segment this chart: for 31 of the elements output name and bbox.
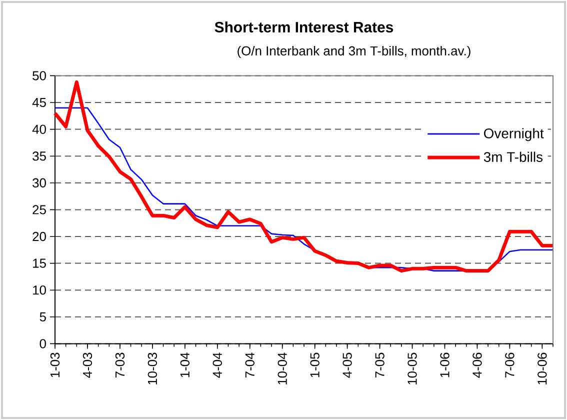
y-tick-label: 20 xyxy=(32,232,46,242)
x-tick-label: 4-03 xyxy=(82,352,92,378)
x-tick-label: 7-06 xyxy=(505,352,514,378)
y-tick-label: 25 xyxy=(32,205,46,214)
y-tick-label: 50 xyxy=(32,71,46,80)
x-tick-label: 10-06 xyxy=(538,352,547,384)
x-tick-label: 4-04 xyxy=(212,352,222,378)
x-tick-label: 10-03 xyxy=(148,352,158,384)
x-tick-label: 10-05 xyxy=(408,352,417,384)
y-tick-label: 30 xyxy=(32,178,46,188)
x-tick-label: 10-04 xyxy=(278,352,287,384)
chart-title: Short-term Interest Rates xyxy=(214,22,394,32)
y-tick-label: 10 xyxy=(33,286,46,295)
x-tick-label: 1-06 xyxy=(440,352,450,378)
x-tick-label: 7-03 xyxy=(115,352,125,378)
y-tick-label: 0 xyxy=(40,339,46,348)
legend-label: Overnight xyxy=(484,128,544,142)
x-tick-label: 4-05 xyxy=(342,352,352,378)
legend-label: 3m T-bills xyxy=(484,152,543,162)
x-tick-label: 7-04 xyxy=(245,352,254,378)
x-tick-label: 1-03 xyxy=(50,352,60,378)
y-tick-label: 40 xyxy=(32,124,46,134)
x-tick-label: 7-05 xyxy=(375,352,384,378)
x-tick-label: 1-04 xyxy=(180,352,190,378)
y-tick-label: 15 xyxy=(33,258,46,268)
chart-subtitle: (O/n Interbank and 3m T-bills, month.av.) xyxy=(238,46,470,58)
x-tick-label: 1-05 xyxy=(310,352,320,378)
y-tick-label: 5 xyxy=(40,312,46,322)
x-tick-label: 4-06 xyxy=(472,352,482,378)
y-tick-label: 45 xyxy=(32,98,46,108)
y-tick-label: 35 xyxy=(32,152,46,161)
